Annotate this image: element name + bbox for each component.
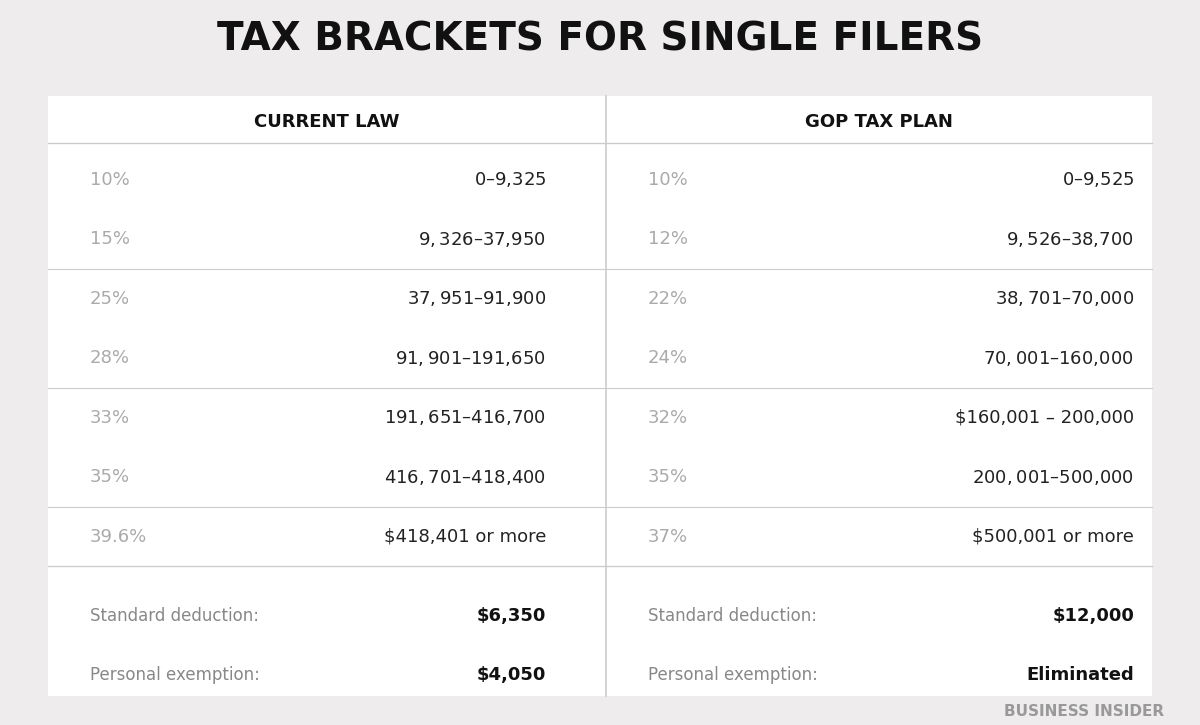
Text: CURRENT LAW: CURRENT LAW [254, 113, 400, 130]
Text: Eliminated: Eliminated [1026, 666, 1134, 684]
Text: 12%: 12% [648, 231, 688, 248]
Text: 10%: 10% [90, 171, 130, 188]
Text: 15%: 15% [90, 231, 130, 248]
Text: $38,701 – $70,000: $38,701 – $70,000 [995, 289, 1134, 308]
Text: Personal exemption:: Personal exemption: [90, 666, 260, 684]
FancyBboxPatch shape [48, 96, 1152, 696]
Text: 35%: 35% [648, 468, 688, 486]
Text: $4,050: $4,050 [476, 666, 546, 684]
Text: Standard deduction:: Standard deduction: [90, 607, 259, 624]
Text: GOP TAX PLAN: GOP TAX PLAN [805, 113, 953, 130]
Text: $418,401 or more: $418,401 or more [384, 528, 546, 545]
Text: $12,000: $12,000 [1052, 607, 1134, 624]
Text: 24%: 24% [648, 349, 688, 367]
Text: 39.6%: 39.6% [90, 528, 148, 545]
Text: 22%: 22% [648, 290, 688, 307]
Text: $416,701 – $418,400: $416,701 – $418,400 [384, 468, 546, 486]
Text: 35%: 35% [90, 468, 130, 486]
Text: $91,901 – $191,650: $91,901 – $191,650 [396, 349, 546, 368]
Text: $6,350: $6,350 [476, 607, 546, 624]
Text: $500,001 or more: $500,001 or more [972, 528, 1134, 545]
Text: $200,001 – $500,000: $200,001 – $500,000 [972, 468, 1134, 486]
Text: Standard deduction:: Standard deduction: [648, 607, 817, 624]
Text: TAX BRACKETS FOR SINGLE FILERS: TAX BRACKETS FOR SINGLE FILERS [217, 21, 983, 59]
Text: $9,326 – $37,950: $9,326 – $37,950 [419, 230, 546, 249]
Text: 10%: 10% [648, 171, 688, 188]
Text: $191,651 – $416,700: $191,651 – $416,700 [384, 408, 546, 427]
Text: $9,526 – $38,700: $9,526 – $38,700 [1007, 230, 1134, 249]
Text: $70,001 – $160,000: $70,001 – $160,000 [984, 349, 1134, 368]
Text: 37%: 37% [648, 528, 688, 545]
Text: $0 – $9,525: $0 – $9,525 [1062, 170, 1134, 189]
Text: BUSINESS INSIDER: BUSINESS INSIDER [1004, 705, 1164, 719]
Text: Personal exemption:: Personal exemption: [648, 666, 818, 684]
Text: 28%: 28% [90, 349, 130, 367]
Text: 25%: 25% [90, 290, 130, 307]
Text: $37,951 – $91,900: $37,951 – $91,900 [407, 289, 546, 308]
Text: $0 – $9,325: $0 – $9,325 [474, 170, 546, 189]
Text: 32%: 32% [648, 409, 688, 426]
Text: $160,001 – 200,000: $160,001 – 200,000 [955, 409, 1134, 426]
Text: 33%: 33% [90, 409, 130, 426]
